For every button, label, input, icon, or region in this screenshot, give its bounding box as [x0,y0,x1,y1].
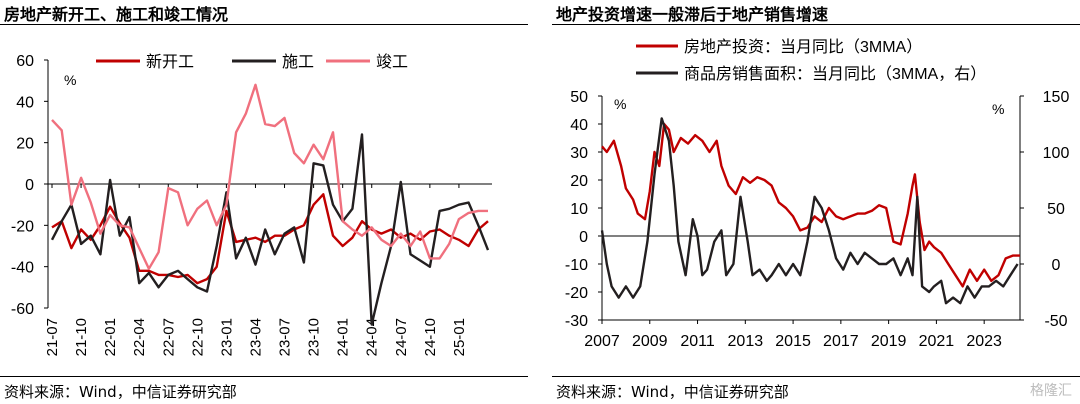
y-tick-label: -40 [11,260,34,277]
left-y-tick-label: 20 [570,173,588,190]
y-unit-label: % [64,72,76,88]
x-tick-label: 23-10 [306,318,323,356]
right-title-divider [552,24,1080,25]
x-tick-label: 2017 [823,333,859,350]
x-tick-label: 2013 [728,333,764,350]
x-tick-label: 2019 [871,333,907,350]
x-tick-label: 22-01 [102,318,119,356]
y-tick-label: -20 [11,218,34,235]
right-source-divider [552,376,1080,377]
x-tick-label: 21-10 [73,318,90,356]
left-chart-title: 房地产新开工、施工和竣工情况 [4,5,229,24]
left-chart-panel: 房地产新开工、施工和竣工情况 60 40 20 0 -20 -40 -60% 21-07 21-… [0,0,532,404]
x-tick-label: 23-04 [247,318,264,356]
series-line-1 [601,122,1020,288]
x-tick-label: 24-04 [364,318,381,356]
left-title-divider [0,24,528,25]
watermark-logo: 格隆汇 [1030,383,1072,399]
x-tick-label: 22-10 [189,318,206,356]
right-y-tick-label: 150 [1043,89,1070,106]
left-y-tick-label: 50 [570,89,588,106]
x-tick-label: 2023 [966,333,1002,350]
right-y-tick-label: 0 [1052,257,1061,274]
x-tick-label: 2021 [919,333,955,350]
x-tick-label: 23-07 [277,318,294,356]
series-line-3 [51,83,488,270]
left-y-unit-label: % [614,96,626,112]
x-tick-label: 24-10 [422,318,439,356]
x-tick-label: 21-07 [44,318,61,356]
right-source-note: 资料来源：Wind，中信证券研究部 [556,383,789,401]
left-y-tick-label: -20 [565,285,588,302]
left-source-note: 资料来源：Wind，中信证券研究部 [4,383,237,401]
x-tick-label: 2009 [632,333,668,350]
left-line-chart: 60 40 20 0 -20 -40 -60% 21-07 21-10 22-01 22-04 22-… [11,53,492,356]
x-tick-label: 2007 [584,333,620,350]
x-tick-label: 24-01 [335,318,352,356]
legend-label-1: 新开工 [146,53,194,71]
right-chart-panel: 地产投资增速一般滞后于地产销售增速 50 40 30 20 10 0 -10 -20 -30 15… [552,0,1080,404]
y-tick-label: 40 [16,94,34,111]
left-y-tick-label: 40 [570,117,588,134]
right-y-tick-label: -50 [1044,313,1067,330]
x-tick-label: 22-07 [160,318,177,356]
left-source-divider [0,376,528,377]
left-y-tick-label: 0 [579,229,588,246]
right-y-unit-label: % [992,101,1004,117]
right-chart-title: 地产投资增速一般滞后于地产销售增速 [556,5,829,24]
left-y-tick-label: 30 [570,145,588,162]
left-y-tick-label: 10 [570,201,588,218]
legend-label-1: 房地产投资：当月同比（3MMA） [684,38,922,56]
x-tick-label: 23-01 [218,318,235,356]
series-line-2 [600,117,1019,305]
legend-label-3: 竣工 [376,53,408,71]
left-y-tick-label: -10 [565,257,588,274]
y-tick-label: 20 [16,136,34,153]
legend-label-2: 施工 [282,53,314,71]
x-tick-label: 22-04 [131,318,148,356]
y-tick-label: 0 [25,177,34,194]
x-tick-label: 25-01 [451,318,468,356]
x-tick-label: 2015 [775,333,811,350]
right-y-tick-label: 100 [1043,145,1070,162]
series-line-2 [50,133,490,326]
right-y-tick-label: 50 [1047,201,1065,218]
x-tick-label: 24-07 [393,318,410,356]
legend-label-2: 商品房销售面积：当月同比（3MMA，右） [684,65,986,83]
y-tick-label: -60 [11,301,34,318]
y-tick-label: 60 [16,53,34,70]
left-y-tick-label: -30 [565,313,588,330]
x-tick-label: 2011 [680,333,715,350]
